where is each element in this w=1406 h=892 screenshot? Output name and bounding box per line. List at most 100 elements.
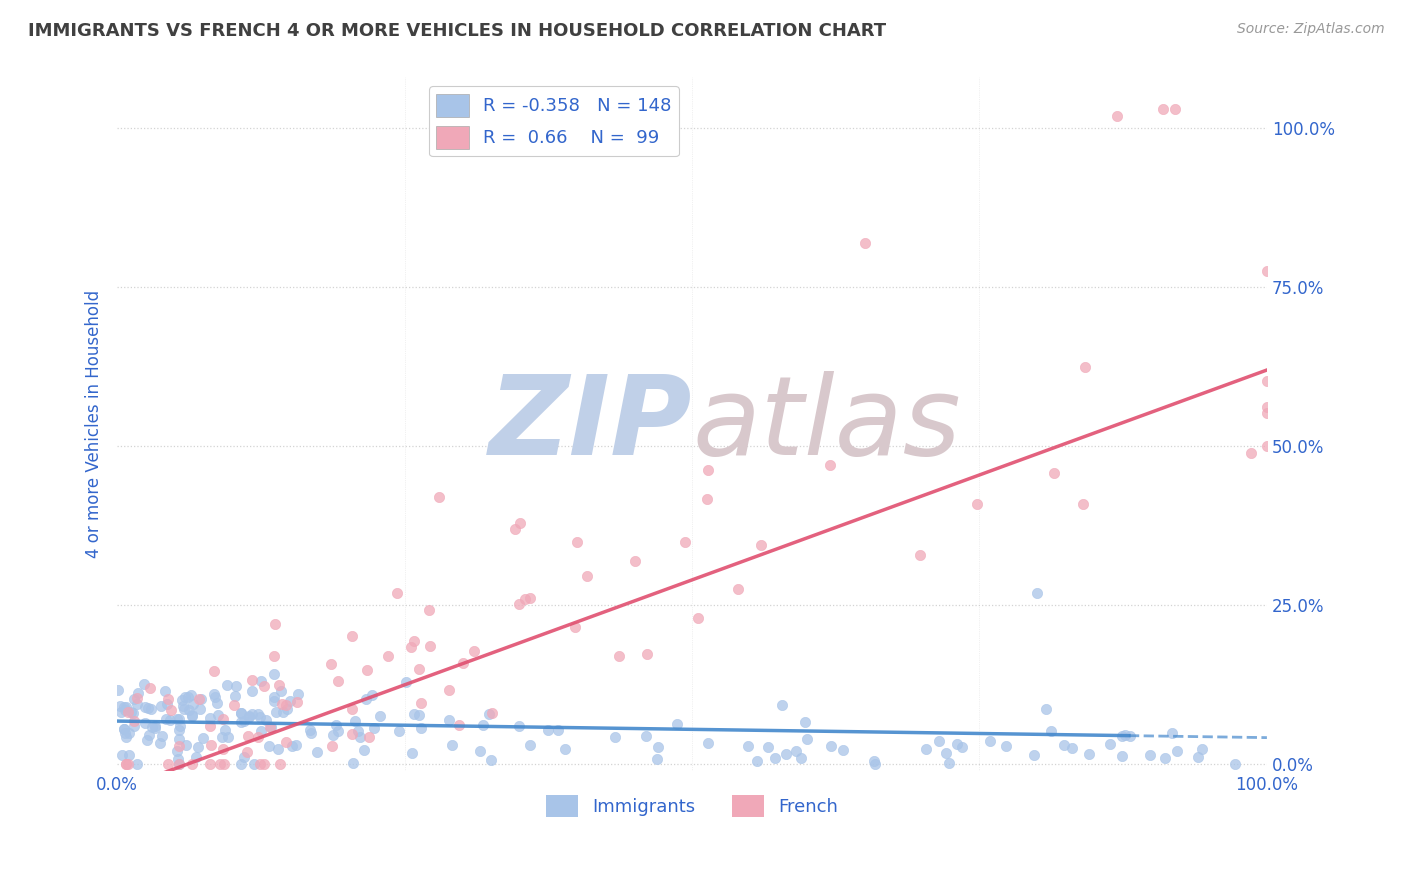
Point	[253, 757, 276, 772]
Point	[127, 691, 149, 706]
Point	[169, 723, 191, 738]
Point	[167, 732, 190, 747]
Point	[790, 751, 813, 765]
Point	[402, 634, 425, 648]
Point	[207, 707, 229, 722]
Point	[211, 731, 233, 745]
Point	[1026, 585, 1049, 599]
Point	[127, 686, 149, 700]
Point	[166, 712, 188, 726]
Point	[1111, 749, 1133, 764]
Point	[212, 712, 235, 726]
Point	[112, 699, 135, 714]
Point	[1256, 406, 1278, 420]
Point	[274, 735, 297, 749]
Point	[853, 235, 876, 250]
Point	[697, 463, 720, 477]
Point	[513, 591, 536, 606]
Point	[269, 757, 291, 772]
Point	[1071, 497, 1094, 511]
Point	[208, 757, 231, 772]
Point	[231, 706, 253, 721]
Point	[863, 754, 886, 768]
Point	[143, 719, 166, 733]
Point	[763, 751, 786, 765]
Point	[305, 745, 328, 759]
Point	[177, 703, 200, 717]
Point	[697, 737, 720, 751]
Point	[928, 734, 950, 748]
Point	[114, 703, 136, 717]
Point	[254, 713, 277, 727]
Point	[138, 681, 160, 696]
Point	[202, 687, 225, 701]
Point	[979, 734, 1001, 748]
Point	[796, 732, 818, 747]
Point	[259, 739, 281, 753]
Point	[770, 698, 793, 712]
Point	[198, 719, 221, 733]
Point	[202, 664, 225, 678]
Point	[353, 743, 375, 757]
Point	[115, 730, 138, 744]
Point	[1053, 739, 1076, 753]
Point	[508, 719, 530, 733]
Point	[110, 705, 132, 719]
Point	[1240, 446, 1263, 460]
Point	[141, 701, 163, 715]
Point	[1191, 741, 1213, 756]
Text: Source: ZipAtlas.com: Source: ZipAtlas.com	[1237, 22, 1385, 37]
Point	[176, 739, 198, 753]
Point	[645, 751, 668, 765]
Point	[180, 689, 202, 703]
Point	[229, 706, 252, 720]
Point	[200, 738, 222, 752]
Point	[263, 649, 285, 664]
Point	[145, 721, 167, 735]
Point	[1060, 740, 1083, 755]
Point	[112, 722, 135, 736]
Point	[1039, 723, 1062, 738]
Point	[117, 757, 139, 772]
Point	[247, 730, 270, 744]
Point	[1111, 729, 1133, 743]
Point	[749, 538, 772, 552]
Point	[166, 744, 188, 758]
Point	[1164, 102, 1187, 116]
Point	[276, 698, 298, 712]
Point	[727, 582, 749, 596]
Point	[509, 516, 531, 530]
Point	[136, 701, 159, 715]
Point	[603, 731, 626, 745]
Point	[240, 707, 263, 722]
Point	[132, 677, 155, 691]
Point	[1074, 360, 1097, 375]
Point	[259, 719, 281, 733]
Point	[623, 554, 645, 568]
Point	[377, 649, 399, 664]
Point	[503, 522, 526, 536]
Point	[191, 731, 214, 745]
Point	[547, 723, 569, 738]
Point	[173, 702, 195, 716]
Point	[167, 757, 190, 772]
Point	[212, 742, 235, 756]
Point	[1166, 744, 1188, 758]
Point	[153, 684, 176, 698]
Point	[344, 714, 367, 729]
Point	[908, 548, 931, 562]
Point	[565, 534, 588, 549]
Point	[360, 688, 382, 702]
Point	[172, 698, 194, 713]
Point	[576, 569, 599, 583]
Point	[519, 591, 541, 605]
Point	[157, 692, 180, 706]
Point	[696, 492, 718, 507]
Point	[159, 703, 181, 717]
Point	[121, 705, 143, 719]
Point	[966, 497, 988, 511]
Point	[609, 648, 631, 663]
Point	[166, 752, 188, 766]
Point	[232, 749, 254, 764]
Point	[200, 711, 222, 725]
